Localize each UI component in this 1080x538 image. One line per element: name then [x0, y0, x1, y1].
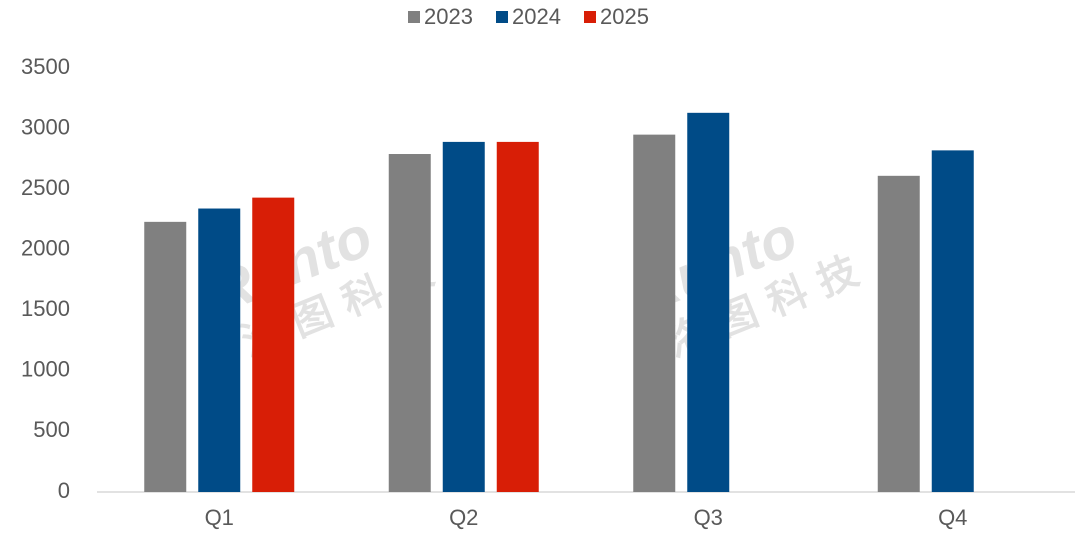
legend-swatch	[496, 11, 508, 23]
bar	[252, 197, 295, 492]
legend-label: 2023	[424, 4, 473, 29]
y-tick-label: 3000	[21, 114, 70, 139]
x-tick-label: Q2	[449, 505, 478, 530]
x-tick-label: Q1	[205, 505, 234, 530]
bar	[388, 154, 431, 493]
bar	[442, 141, 485, 492]
bar	[496, 141, 539, 492]
y-tick-label: 1000	[21, 357, 70, 382]
y-tick-label: 1500	[21, 296, 70, 321]
legend-label: 2025	[600, 4, 649, 29]
y-tick-label: 2000	[21, 236, 70, 261]
legend-swatch	[408, 11, 420, 23]
bar	[633, 134, 676, 492]
x-tick-label: Q4	[938, 505, 967, 530]
legend-swatch	[584, 11, 596, 23]
bar	[931, 150, 974, 492]
bar	[877, 175, 920, 492]
bar	[144, 221, 187, 492]
y-tick-label: 500	[33, 417, 70, 442]
bar	[687, 112, 730, 492]
y-tick-label: 0	[58, 478, 70, 503]
x-tick-label: Q3	[694, 505, 723, 530]
y-tick-label: 3500	[21, 54, 70, 79]
bar	[198, 208, 241, 493]
y-tick-label: 2500	[21, 175, 70, 200]
legend-label: 2024	[512, 4, 561, 29]
